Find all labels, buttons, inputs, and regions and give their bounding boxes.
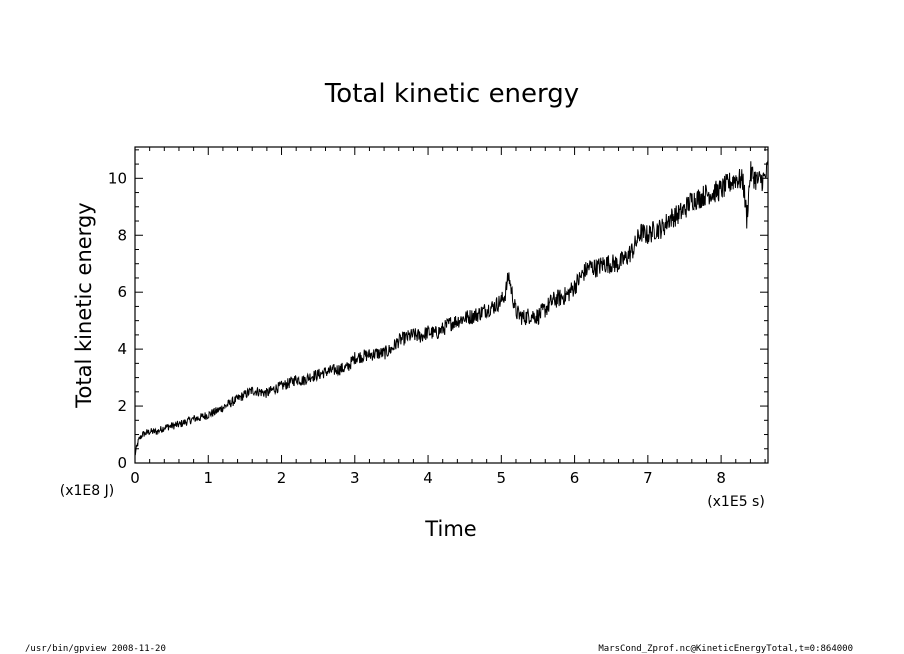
y-axis-label: Total kinetic energy	[72, 202, 96, 408]
x-tick-label: 7	[643, 469, 653, 487]
chart-title: Total kinetic energy	[324, 79, 579, 109]
plot-area	[134, 146, 769, 464]
axis-ticks	[134, 147, 768, 464]
x-axis-unit: (x1E5 s)	[707, 494, 765, 510]
x-tick-label: 1	[203, 469, 213, 487]
x-tick-label: 6	[570, 469, 580, 487]
footer-left: /usr/bin/gpview 2008-11-20	[25, 644, 166, 654]
x-tick-label: 4	[423, 469, 433, 487]
x-tick-label: 3	[350, 469, 360, 487]
x-tick-label: 8	[716, 469, 726, 487]
y-tick-label: 10	[108, 169, 127, 187]
x-tick-label: 0	[130, 469, 140, 487]
series-line	[134, 160, 769, 456]
y-axis-unit: (x1E8 J)	[60, 483, 114, 499]
y-tick-label: 8	[117, 226, 127, 244]
y-tick-label: 4	[117, 340, 127, 358]
x-axis-label: Time	[424, 517, 476, 541]
y-tick-label: 6	[117, 283, 127, 301]
tick-labels: 0 1 2 3 4 5 6 7 8 0 2 4 6 8 10	[108, 169, 726, 487]
x-tick-label: 5	[497, 469, 507, 487]
y-tick-label: 2	[117, 397, 127, 415]
x-tick-label: 2	[277, 469, 287, 487]
y-tick-label: 0	[117, 454, 127, 472]
footer-right: MarsCond_Zprof.nc@KineticEnergyTotal,t=0…	[598, 644, 853, 654]
